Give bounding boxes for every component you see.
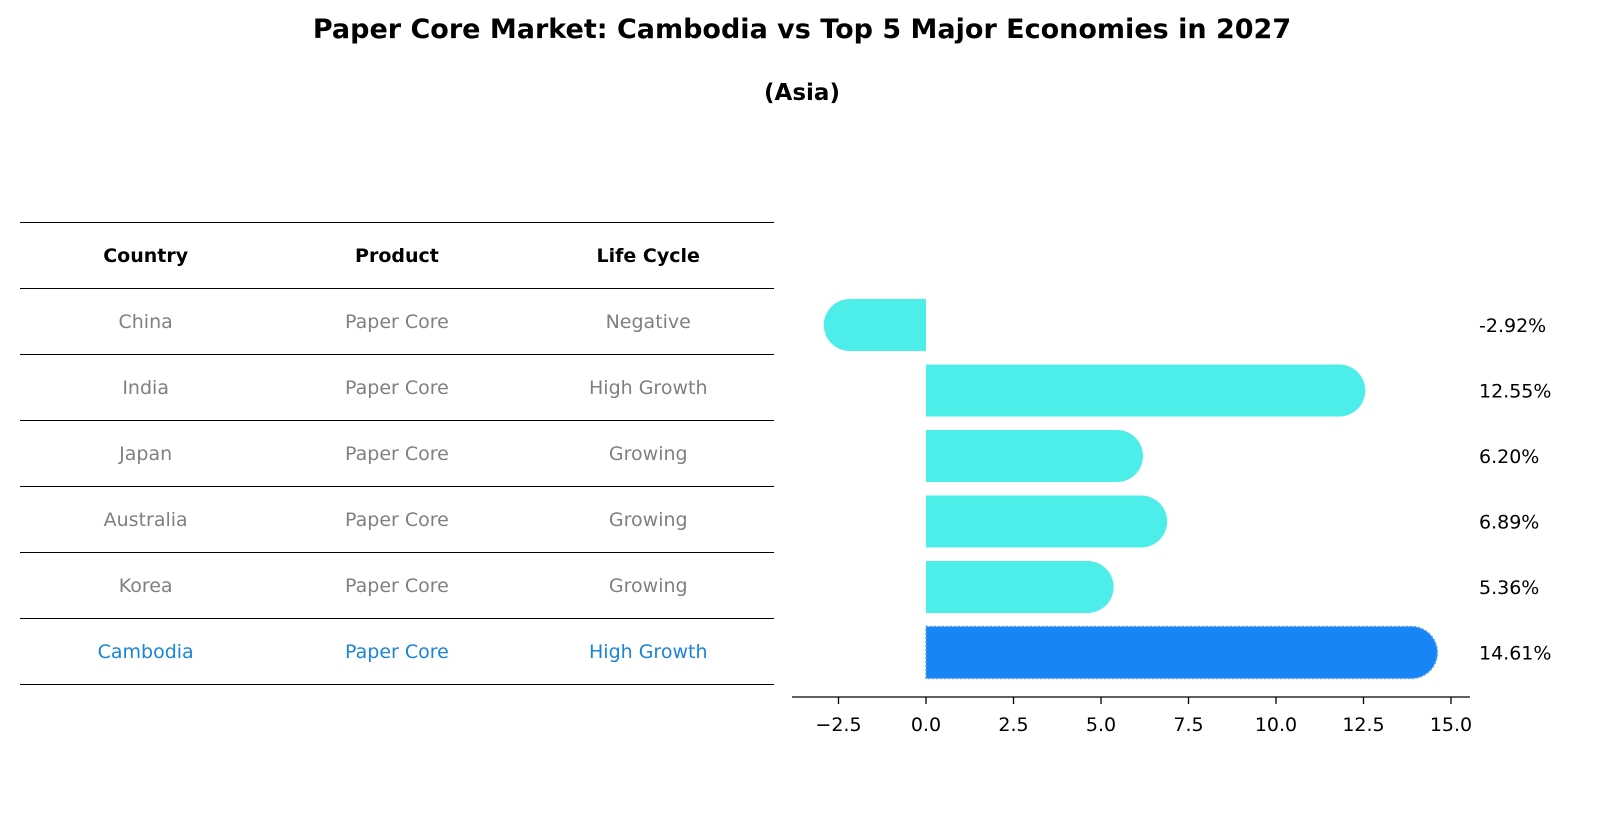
life-cycle-cell: High Growth <box>589 640 708 663</box>
value-label: 5.36% <box>1479 577 1539 599</box>
product-cell: Paper Core <box>345 442 449 465</box>
country-cell: China <box>118 310 173 333</box>
country-cell: Australia <box>103 508 188 531</box>
value-label: 14.61% <box>1479 643 1551 665</box>
chart-subtitle: (Asia) <box>764 80 840 106</box>
table-row: China Paper Core Negative <box>20 289 774 355</box>
life-cycle-cell: Negative <box>605 310 691 333</box>
product-cell: Paper Core <box>345 310 449 333</box>
bar-china <box>823 299 926 351</box>
country-cell: Cambodia <box>97 640 194 663</box>
bar-cambodia <box>925 625 1439 680</box>
value-label: 12.55% <box>1479 381 1551 403</box>
bar-korea <box>926 561 1114 613</box>
x-tick-label: 2.5 <box>998 714 1028 736</box>
product-cell: Paper Core <box>345 574 449 597</box>
bar-japan <box>926 430 1143 482</box>
bar-australia <box>926 495 1168 548</box>
header-life-cycle: Life Cycle <box>596 244 700 267</box>
life-cycle-cell: Growing <box>608 442 688 465</box>
header-product: Product <box>355 244 439 267</box>
x-tick-label: 15.0 <box>1430 714 1472 736</box>
table-row: India Paper Core High Growth <box>20 355 774 421</box>
value-label: -2.92% <box>1479 315 1546 337</box>
product-cell: Paper Core <box>345 508 449 531</box>
life-cycle-cell: High Growth <box>589 376 708 399</box>
market-table: Country Product Life Cycle China Paper C… <box>20 222 774 685</box>
x-tick-label: −2.5 <box>815 714 861 736</box>
bar-india <box>926 364 1366 417</box>
table-header-row: Country Product Life Cycle <box>20 223 774 289</box>
life-cycle-cell: Growing <box>608 508 688 531</box>
country-cell: India <box>122 376 169 399</box>
header-country: Country <box>103 244 189 267</box>
x-tick-label: 5.0 <box>1086 714 1116 736</box>
life-cycle-cell: Growing <box>608 574 688 597</box>
table-row: Australia Paper Core Growing <box>20 487 774 553</box>
x-tick-label: 0.0 <box>911 714 941 736</box>
x-tick-label: 12.5 <box>1342 714 1384 736</box>
country-cell: Japan <box>119 442 173 465</box>
table-row: Korea Paper Core Growing <box>20 553 774 619</box>
chart-title: Paper Core Market: Cambodia vs Top 5 Maj… <box>312 14 1292 45</box>
country-cell: Korea <box>118 574 173 597</box>
table-row-highlight: Cambodia Paper Core High Growth <box>20 619 774 685</box>
value-label: 6.89% <box>1479 512 1539 534</box>
value-label: 6.20% <box>1479 446 1539 468</box>
product-cell: Paper Core <box>345 640 449 663</box>
x-tick-label: 7.5 <box>1173 714 1203 736</box>
table-row: Japan Paper Core Growing <box>20 421 774 487</box>
x-tick-label: 10.0 <box>1255 714 1297 736</box>
product-cell: Paper Core <box>345 376 449 399</box>
